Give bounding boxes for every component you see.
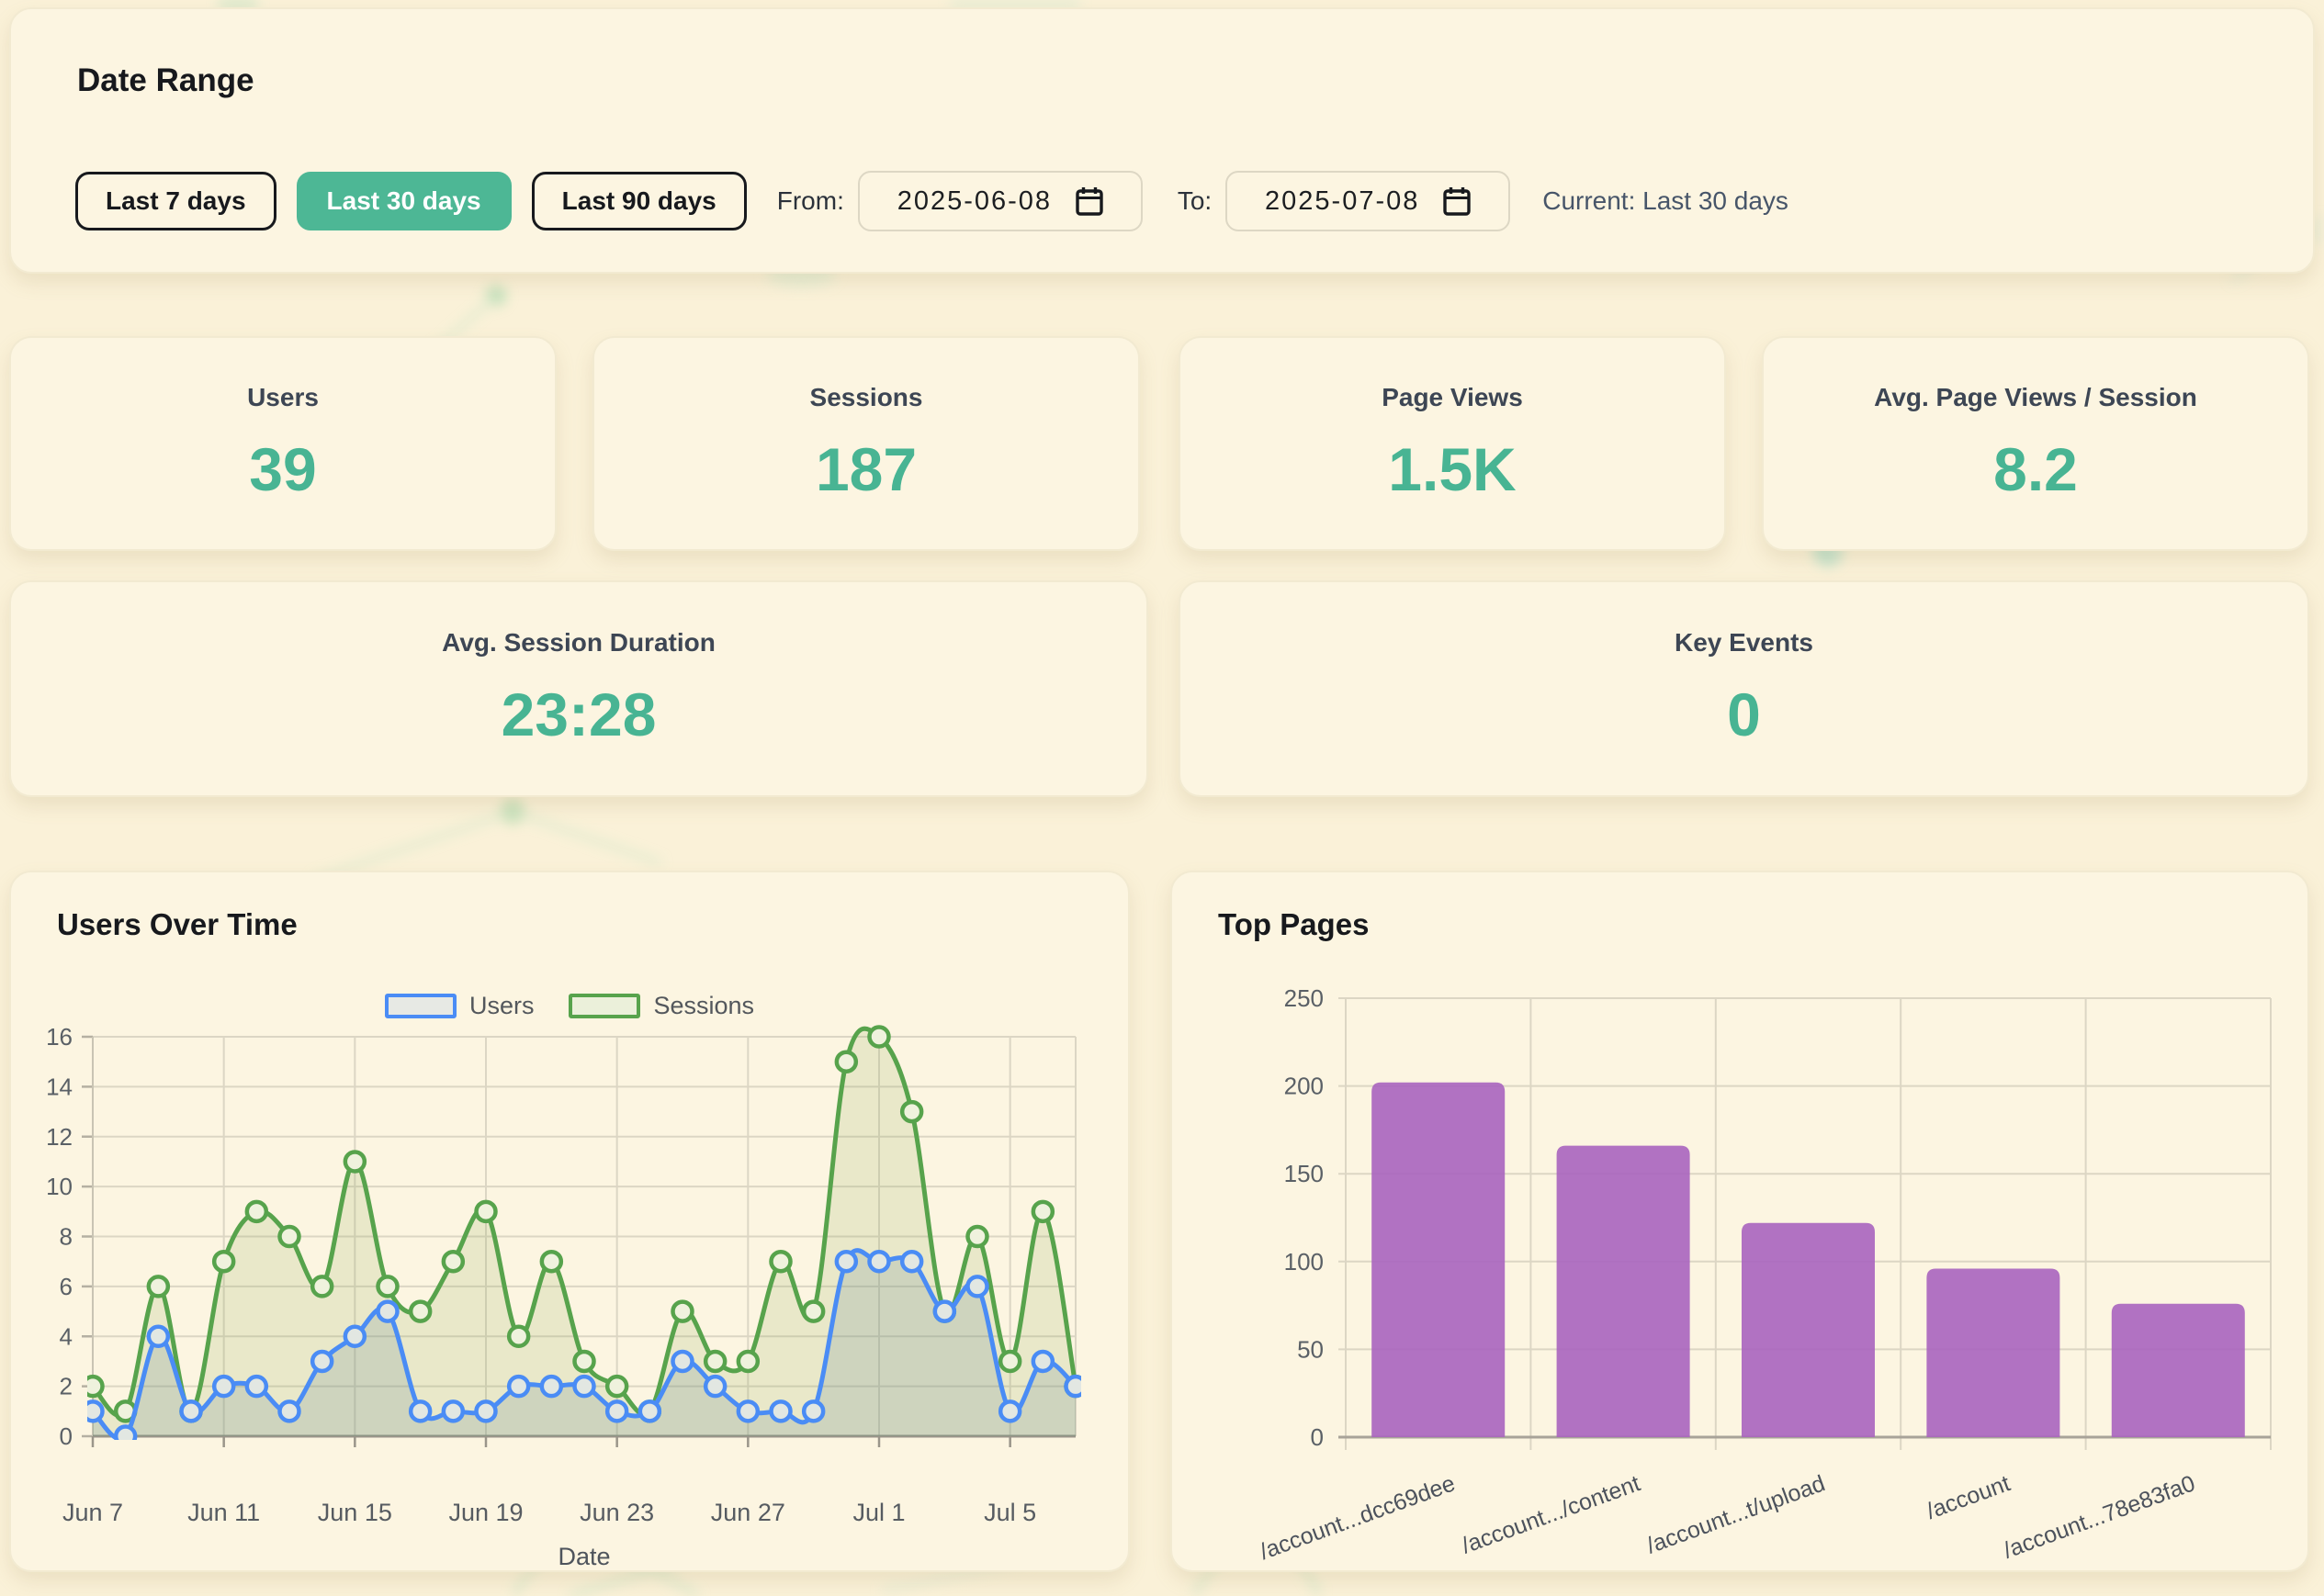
preset-last-90-days-button[interactable]: Last 90 days xyxy=(531,172,747,230)
current-range-text: Current: Last 30 days xyxy=(1542,186,1788,215)
svg-text:14: 14 xyxy=(46,1073,73,1100)
svg-text:0: 0 xyxy=(60,1422,73,1450)
to-date-input[interactable]: 2025-07-08 xyxy=(1225,171,1511,231)
stat-label: Sessions xyxy=(809,383,923,411)
svg-text:Jun 27: Jun 27 xyxy=(711,1499,785,1526)
stat-card-page-views: Page Views 1.5K xyxy=(1179,336,1726,551)
top-pages-chart: 0 50 100 150 200 250/account...dcc69dee/accou… xyxy=(1257,984,2272,1565)
svg-text:Jun 19: Jun 19 xyxy=(448,1499,523,1526)
svg-text:Jul 1: Jul 1 xyxy=(852,1499,905,1526)
stat-value: 0 xyxy=(1727,680,1761,748)
svg-text:Jun 15: Jun 15 xyxy=(318,1499,392,1526)
svg-text:250: 250 xyxy=(1284,984,1324,1012)
date-range-card: Date Range Last 7 days Last 30 days Last… xyxy=(9,7,2315,274)
sessions-legend-swatch xyxy=(569,994,641,1018)
line-chart-legend: Users Sessions xyxy=(11,992,1128,1020)
svg-text:16: 16 xyxy=(46,1023,73,1051)
svg-text:Jun 7: Jun 7 xyxy=(62,1499,123,1526)
svg-text:6: 6 xyxy=(60,1273,73,1300)
legend-item-sessions: Sessions xyxy=(569,992,754,1020)
svg-text:/account...78e83fa0: /account...78e83fa0 xyxy=(2000,1470,2198,1563)
svg-text:4: 4 xyxy=(60,1322,73,1350)
legend-item-users: Users xyxy=(384,992,535,1020)
sessions-legend-label: Sessions xyxy=(653,992,755,1019)
stat-label: Key Events xyxy=(1675,628,1813,657)
svg-text:50: 50 xyxy=(1297,1335,1324,1363)
stat-card-avg-page-views: Avg. Page Views / Session 8.2 xyxy=(1762,336,2309,551)
svg-text:8: 8 xyxy=(60,1223,73,1251)
preset-last-7-days-button[interactable]: Last 7 days xyxy=(75,172,276,230)
svg-text:10: 10 xyxy=(46,1173,73,1200)
to-label: To: xyxy=(1177,186,1213,215)
stat-value: 1.5K xyxy=(1388,435,1517,503)
svg-text:/account.../content: /account.../content xyxy=(1459,1470,1644,1558)
svg-text:100: 100 xyxy=(1284,1248,1324,1276)
users-over-time-title: Users Over Time xyxy=(57,907,298,941)
stat-value: 39 xyxy=(249,435,317,503)
users-legend-swatch xyxy=(384,994,457,1018)
svg-text:/account...t/upload: /account...t/upload xyxy=(1643,1470,1829,1558)
svg-text:200: 200 xyxy=(1284,1073,1324,1100)
stat-value: 23:28 xyxy=(501,680,657,748)
stat-label: Avg. Page Views / Session xyxy=(1874,383,2197,411)
users-over-time-chart: 0 2 4 6 8 10 12 14 16 Jun 7 Jun 11 Jun 15 Jun 19 Jun … xyxy=(46,1023,1081,1570)
date-range-title: Date Range xyxy=(77,62,254,98)
stat-value: 8.2 xyxy=(1993,435,2078,503)
svg-text:Jun 23: Jun 23 xyxy=(580,1499,654,1526)
stat-card-users: Users 39 xyxy=(9,336,557,551)
svg-text:Date: Date xyxy=(558,1543,610,1570)
svg-text:12: 12 xyxy=(46,1123,73,1151)
to-date-value: 2025-07-08 xyxy=(1265,185,1420,216)
top-pages-title: Top Pages xyxy=(1218,907,1370,941)
from-label: From: xyxy=(776,186,844,215)
stat-value: 187 xyxy=(815,435,918,503)
date-range-controls: Last 7 days Last 30 days Last 90 days Fr… xyxy=(75,171,1788,231)
stat-card-session-duration: Avg. Session Duration 23:28 xyxy=(9,580,1148,797)
from-date-input[interactable]: 2025-06-08 xyxy=(857,171,1143,231)
stat-label: Page Views xyxy=(1382,383,1523,411)
preset-last-30-days-button[interactable]: Last 30 days xyxy=(296,172,512,230)
svg-text:0: 0 xyxy=(1311,1423,1324,1451)
top-pages-card: Top Pages 0 50 100 150 200 250/account...dcc6… xyxy=(1170,871,2309,1572)
svg-text:Jul 5: Jul 5 xyxy=(984,1499,1036,1526)
users-over-time-card: Users Over Time Users Sessions 0 2 4 6 8 10 12… xyxy=(9,871,1130,1572)
stat-label: Avg. Session Duration xyxy=(442,628,716,657)
users-legend-label: Users xyxy=(468,992,535,1019)
calendar-icon xyxy=(1076,187,1103,216)
svg-text:Jun 11: Jun 11 xyxy=(187,1499,260,1526)
stat-card-sessions: Sessions 187 xyxy=(592,336,1140,551)
from-date-value: 2025-06-08 xyxy=(897,185,1053,216)
svg-text:150: 150 xyxy=(1284,1160,1324,1187)
svg-text:2: 2 xyxy=(60,1373,73,1400)
svg-text:/account...dcc69dee: /account...dcc69dee xyxy=(1257,1470,1459,1565)
stat-label: Users xyxy=(247,383,319,411)
svg-text:/account: /account xyxy=(1924,1470,2014,1524)
stat-card-key-events: Key Events 0 xyxy=(1179,580,2309,797)
calendar-icon xyxy=(1443,187,1472,216)
